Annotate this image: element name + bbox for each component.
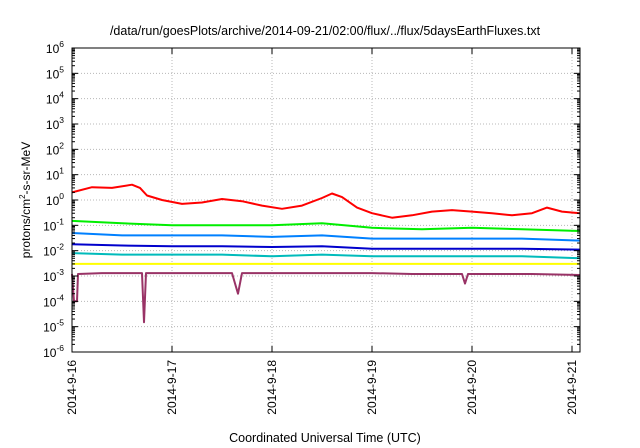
y-tick-label: 104 <box>46 90 64 107</box>
x-tick-label: 2014-9-16 <box>65 360 79 415</box>
chart-title: /data/run/goesPlots/archive/2014-09-21/0… <box>110 24 541 38</box>
y-tick-base: 10 <box>43 270 57 284</box>
y-tick-base: 10 <box>46 93 60 107</box>
plot-frame <box>71 47 581 353</box>
y-tick-label: 10-3 <box>43 267 64 284</box>
y-tick-exp: 5 <box>59 64 64 74</box>
y-axis-label-pre: protons/cm <box>19 199 33 258</box>
y-tick-label: 10-4 <box>43 292 64 309</box>
y-tick-label: 10-5 <box>43 318 64 335</box>
y-tick-label: 10-2 <box>43 242 64 259</box>
y-tick-base: 10 <box>46 67 60 81</box>
y-tick-label: 105 <box>46 64 64 81</box>
y-axis-label-post: -s-sr-MeV <box>19 142 33 195</box>
x-tick-label: 2014-9-21 <box>565 360 579 415</box>
series-line-2 <box>71 219 581 232</box>
y-tick-exp: -4 <box>56 292 64 302</box>
y-tick-base: 10 <box>46 118 60 132</box>
series-layer <box>71 183 581 324</box>
x-axis-ticks: 2014-9-16 2014-9-17 2014-9-18 2014-9-19 2014… <box>65 48 579 415</box>
series-line-1 <box>71 183 581 219</box>
y-tick-base: 10 <box>43 245 57 259</box>
y-tick-base: 10 <box>43 219 57 233</box>
y-tick-base: 10 <box>43 321 57 335</box>
y-tick-base: 10 <box>43 346 57 360</box>
x-tick-label: 2014-9-20 <box>465 360 479 415</box>
x-tick-label: 2014-9-17 <box>165 360 179 415</box>
y-tick-label: 100 <box>46 191 64 208</box>
y-tick-exp: 6 <box>59 39 64 49</box>
x-axis-label: Coordinated Universal Time (UTC) <box>229 431 421 445</box>
y-tick-exp: -3 <box>56 267 64 277</box>
y-tick-exp: -2 <box>56 242 64 252</box>
y-tick-label: 10-1 <box>43 216 64 233</box>
y-tick-base: 10 <box>46 194 60 208</box>
y-tick-base: 10 <box>43 295 57 309</box>
series-line-5 <box>71 252 581 260</box>
y-tick-label: 101 <box>46 166 64 183</box>
y-tick-base: 10 <box>46 42 60 56</box>
y-tick-exp: -5 <box>56 318 64 328</box>
y-tick-label: 103 <box>46 115 64 132</box>
y-tick-label: 102 <box>46 140 64 157</box>
y-tick-exp: 2 <box>59 140 64 150</box>
y-axis-ticks: 10-610-510-410-310-210-11001011021031041… <box>43 39 580 360</box>
y-tick-base: 10 <box>46 169 60 183</box>
y-axis-label: protons/cm2-s-sr-MeV <box>18 142 33 258</box>
grid-lines <box>72 48 580 352</box>
y-axis-label-sup: 2 <box>18 194 27 199</box>
y-tick-label: 10-6 <box>43 343 64 360</box>
y-tick-exp: 0 <box>59 191 64 201</box>
x-tick-label: 2014-9-19 <box>365 360 379 415</box>
y-tick-exp: -6 <box>56 343 64 353</box>
y-tick-exp: 4 <box>59 90 64 100</box>
x-tick-label: 2014-9-18 <box>265 360 279 415</box>
series-line-4 <box>71 243 581 251</box>
y-tick-label: 106 <box>46 39 64 56</box>
y-tick-exp: -1 <box>56 216 64 226</box>
series-line-7 <box>71 272 581 324</box>
y-tick-base: 10 <box>46 143 60 157</box>
series-line-3 <box>71 232 581 242</box>
y-tick-exp: 1 <box>59 166 64 176</box>
y-tick-exp: 3 <box>59 115 64 125</box>
